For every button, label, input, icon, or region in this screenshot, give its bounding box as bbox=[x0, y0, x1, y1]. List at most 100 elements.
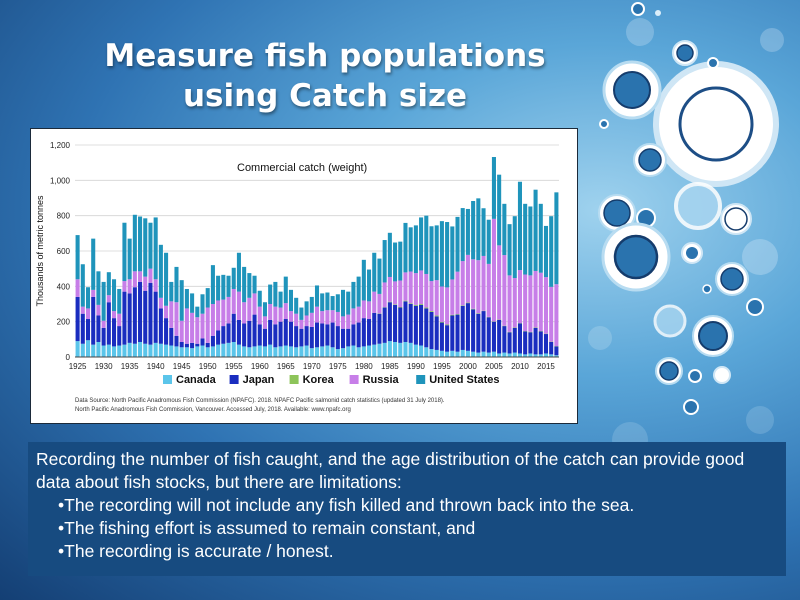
bar-segment bbox=[252, 346, 257, 357]
bar-segment bbox=[122, 291, 127, 345]
bar-segment bbox=[268, 284, 273, 304]
bar-segment bbox=[169, 301, 174, 328]
bar-segment bbox=[158, 297, 163, 309]
bar-segment bbox=[236, 344, 241, 357]
bar-segment bbox=[75, 279, 80, 297]
bar-segment bbox=[413, 225, 418, 274]
bar-segment bbox=[101, 327, 106, 346]
bar-segment bbox=[445, 287, 450, 325]
bar-segment bbox=[481, 208, 486, 256]
bar-segment bbox=[106, 344, 111, 357]
legend-swatch bbox=[163, 375, 172, 384]
bar-segment bbox=[387, 232, 392, 277]
bar-segment bbox=[419, 304, 424, 346]
bar-segment bbox=[340, 316, 346, 329]
bar-segment bbox=[314, 306, 320, 323]
bar-segment bbox=[528, 206, 533, 276]
bar-segment bbox=[283, 276, 288, 304]
bar-segment bbox=[195, 343, 200, 347]
legend-swatch bbox=[416, 375, 426, 384]
bar-segment bbox=[445, 325, 450, 352]
bar-segment bbox=[80, 306, 85, 314]
bar-segment bbox=[517, 353, 522, 357]
bar-segment bbox=[299, 346, 304, 357]
bar-segment bbox=[309, 326, 314, 349]
bar-segment bbox=[169, 327, 174, 346]
bar-segment bbox=[528, 275, 533, 332]
bar-segment bbox=[85, 287, 91, 309]
bar-segment bbox=[393, 341, 398, 357]
bar-segment bbox=[387, 302, 392, 342]
x-tick-label: 1925 bbox=[69, 362, 87, 371]
bar-segment bbox=[491, 218, 496, 322]
bar-segment bbox=[507, 353, 512, 357]
bar-segment bbox=[320, 323, 325, 347]
bar-segment bbox=[377, 293, 382, 314]
bar-segment bbox=[278, 307, 283, 322]
bar-segment bbox=[330, 296, 335, 311]
bar-segment bbox=[434, 225, 439, 281]
bar-segment bbox=[252, 275, 257, 294]
x-tick-label: 1945 bbox=[173, 362, 191, 371]
bar-segment bbox=[455, 271, 460, 315]
bar-segment bbox=[216, 344, 221, 357]
slide-title-line-1: Measure fish populations bbox=[104, 38, 546, 74]
bar-segment bbox=[242, 323, 247, 347]
bar-segment bbox=[200, 294, 205, 314]
bar-segment bbox=[445, 351, 450, 357]
bar-segment bbox=[278, 321, 283, 347]
bar-segment bbox=[351, 281, 356, 309]
legend-swatch bbox=[289, 375, 299, 384]
bar-segment bbox=[549, 286, 554, 342]
bar-segment bbox=[517, 181, 522, 271]
bar-segment bbox=[403, 300, 408, 302]
bar-segment bbox=[419, 270, 424, 304]
bar-segment bbox=[465, 303, 470, 351]
bar-segment bbox=[361, 259, 366, 301]
bar-segment bbox=[112, 311, 117, 319]
bar-segment bbox=[148, 268, 153, 283]
bar-segment bbox=[455, 216, 460, 272]
bar-segment bbox=[169, 345, 174, 357]
bar-segment bbox=[481, 311, 486, 352]
bar-segment bbox=[221, 343, 226, 357]
bar-segment bbox=[325, 345, 330, 357]
catch-chart-svg: 0 200 400 600 800 1,000 1,200 1925 1930 1935 1940 1… bbox=[35, 141, 559, 413]
bar-segment bbox=[236, 252, 241, 292]
bar-segment bbox=[325, 292, 330, 311]
bar-segment bbox=[179, 320, 184, 342]
x-tick-label: 1975 bbox=[329, 362, 347, 371]
bar-segment bbox=[543, 277, 549, 334]
bar-segment bbox=[278, 346, 283, 357]
bar-segment bbox=[200, 313, 205, 339]
legend-label: Korea bbox=[303, 374, 335, 386]
bar-segment bbox=[216, 275, 221, 301]
bar-segment bbox=[403, 272, 408, 301]
bar-segment bbox=[205, 307, 210, 343]
bar-segment bbox=[491, 351, 496, 357]
bar-segment bbox=[450, 226, 455, 280]
limitations-textbox: Recording the number of fish caught, and… bbox=[28, 442, 786, 576]
bar-segment bbox=[231, 313, 236, 342]
bar-segment bbox=[262, 302, 267, 317]
bar-segment bbox=[512, 327, 517, 353]
bar-segment bbox=[153, 291, 158, 343]
bar-segment bbox=[117, 326, 122, 346]
y-tick-label: 1,000 bbox=[50, 176, 71, 185]
bar-segment bbox=[143, 218, 148, 277]
bar-segment bbox=[413, 273, 418, 305]
bar-segment bbox=[247, 347, 252, 357]
bar-segment bbox=[393, 304, 398, 305]
bar-segment bbox=[549, 216, 554, 287]
bar-segment bbox=[450, 314, 455, 316]
x-tick-label: 1990 bbox=[407, 362, 425, 371]
bar-segment bbox=[367, 301, 372, 320]
bar-segment bbox=[471, 308, 476, 310]
bar-segment bbox=[75, 341, 80, 357]
bar-segment bbox=[460, 208, 465, 262]
bar-segment bbox=[174, 266, 179, 303]
bar-segment bbox=[85, 340, 91, 357]
bar-segment bbox=[299, 319, 304, 329]
bar-segment bbox=[445, 324, 450, 326]
bar-segment bbox=[184, 308, 189, 344]
